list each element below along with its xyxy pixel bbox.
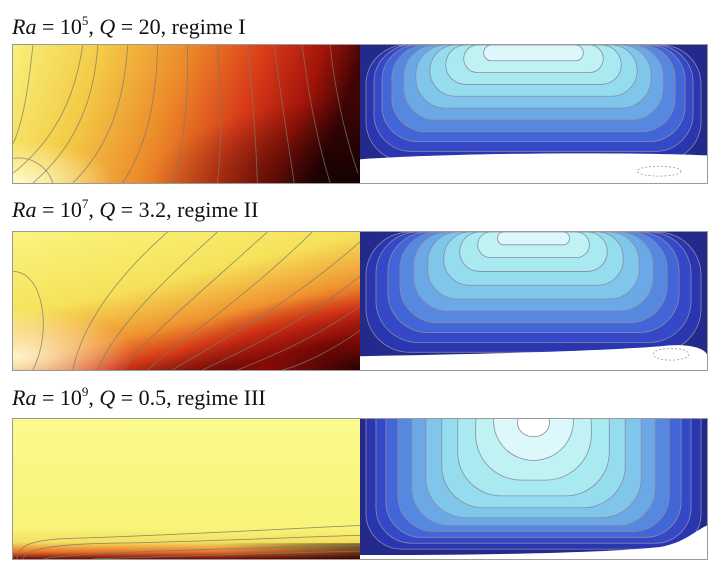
ra-exponent: 5 [81,13,89,28]
ra-symbol: Ra [12,197,37,222]
ra-exponent: 7 [81,196,89,211]
ra-value: = 10 [36,14,82,39]
separator: , [88,385,100,410]
panel-3 [12,418,708,560]
ra-symbol: Ra [12,14,37,39]
q-value-regime: = 0.5, regime III [115,385,266,410]
separator: , [88,14,100,39]
panel-2 [12,231,708,371]
temperature-field-1 [13,45,360,183]
ra-value: = 10 [36,385,82,410]
panel-2-caption: Ra = 107, Q = 3.2, regime II [12,197,258,223]
temperature-field-3 [13,419,360,559]
panel-3-caption: Ra = 109, Q = 0.5, regime III [12,385,266,411]
ra-value: = 10 [36,197,82,222]
temperature-field-2 [13,232,360,370]
q-value-regime: = 3.2, regime II [115,197,259,222]
q-symbol: Q [99,14,116,39]
separator: , [88,197,100,222]
q-value-regime: = 20, regime I [115,14,246,39]
q-symbol: Q [99,197,116,222]
panel-1-caption: Ra = 105, Q = 20, regime I [12,14,246,40]
panel-1 [12,44,708,184]
streamfunction-field-2 [360,232,707,370]
streamfunction-field-1 [360,45,707,183]
ra-symbol: Ra [12,385,37,410]
streamfunction-field-3 [360,419,707,559]
q-symbol: Q [99,385,116,410]
ra-exponent: 9 [81,384,89,399]
